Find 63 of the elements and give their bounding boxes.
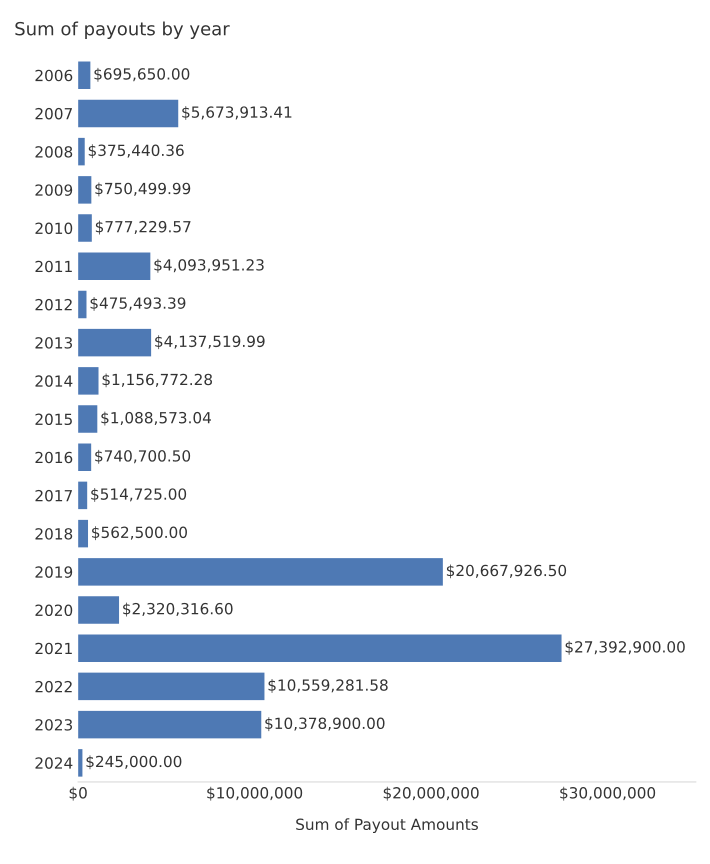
data-label: $2,320,316.60 <box>123 602 233 616</box>
data-label: $375,440.36 <box>88 144 184 158</box>
y-tick-label: 2024 <box>35 757 72 769</box>
bar <box>78 405 98 433</box>
bar <box>78 328 152 356</box>
y-tick-label: 2018 <box>35 528 72 540</box>
x-axis-title: Sum of Payout Amounts <box>296 818 478 834</box>
x-tick-label: $20,000,000 <box>384 786 479 801</box>
data-label: $562,500.00 <box>92 526 187 540</box>
y-tick-label: 2013 <box>35 337 72 349</box>
bar <box>78 520 88 548</box>
data-label: $695,650.00 <box>94 68 190 82</box>
data-label: $10,378,900.00 <box>265 717 385 732</box>
data-label: $740,700.50 <box>95 450 190 464</box>
y-tick-label: 2011 <box>35 260 72 272</box>
data-label: $777,229.57 <box>96 220 190 235</box>
bar <box>78 634 562 662</box>
y-tick-label: 2008 <box>35 146 72 158</box>
bar <box>78 443 92 471</box>
bar <box>78 482 88 510</box>
y-tick-label: 2015 <box>35 414 72 426</box>
y-tick-label: 2009 <box>35 184 72 196</box>
y-tick-label: 2017 <box>35 490 72 502</box>
y-tick-label: 2010 <box>35 222 72 234</box>
y-tick-label: 2022 <box>35 680 72 692</box>
bar <box>78 367 99 395</box>
data-label: $5,673,913.41 <box>182 106 292 120</box>
y-tick-label: 2023 <box>35 719 72 731</box>
data-label: $750,499.99 <box>95 182 190 196</box>
bar <box>78 138 85 166</box>
x-tick-label: $10,000,000 <box>207 786 302 801</box>
y-tick-label: 2007 <box>35 108 72 120</box>
data-label: $20,667,926.50 <box>446 564 566 578</box>
bar <box>78 252 150 280</box>
y-tick-label: 2012 <box>35 298 72 310</box>
bar <box>78 672 264 700</box>
bar <box>78 100 178 128</box>
bar <box>78 176 92 204</box>
x-tick-label: $0 <box>70 786 87 801</box>
bar <box>78 749 82 777</box>
y-tick-label: 2019 <box>35 566 72 578</box>
data-label: $1,088,573.04 <box>101 412 212 426</box>
y-tick-label: 2020 <box>35 604 72 616</box>
bar <box>78 558 443 586</box>
data-label: $4,137,519.99 <box>155 335 265 350</box>
bar <box>78 62 90 90</box>
chart-title: Sum of payouts by year <box>15 22 230 39</box>
bar <box>78 214 92 242</box>
bar <box>78 710 262 738</box>
y-tick-label: 2016 <box>35 452 72 464</box>
x-tick-label: $30,000,000 <box>560 786 656 801</box>
bar <box>78 290 86 318</box>
data-label: $475,493.39 <box>90 297 186 311</box>
data-label: $245,000.00 <box>86 755 182 770</box>
data-label: $10,559,281.58 <box>268 679 388 693</box>
data-label: $514,725.00 <box>91 488 186 502</box>
y-tick-label: 2006 <box>35 70 72 82</box>
y-tick-label: 2021 <box>35 642 72 654</box>
data-label: $27,392,900.00 <box>566 640 685 655</box>
data-label: $4,093,951.23 <box>154 258 264 273</box>
bar <box>78 596 120 624</box>
y-tick-label: 2014 <box>35 375 72 387</box>
data-label: $1,156,772.28 <box>102 373 212 388</box>
